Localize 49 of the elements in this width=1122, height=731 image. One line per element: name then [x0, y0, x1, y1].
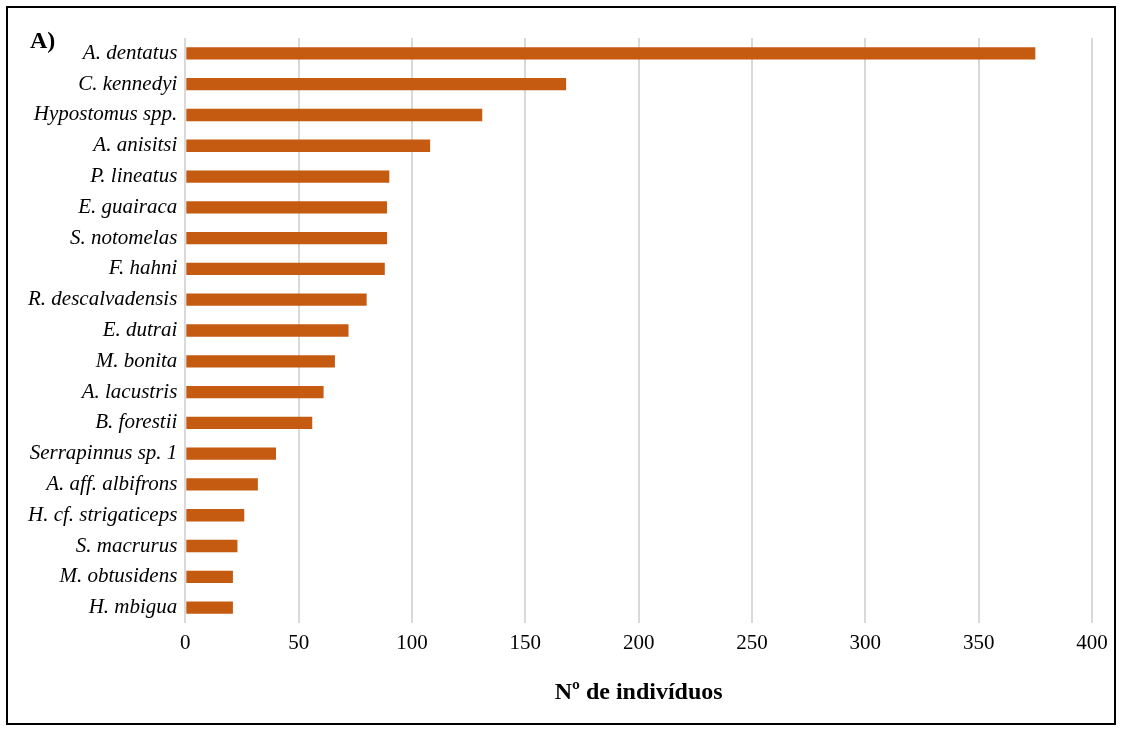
- y-tick-label: F. hahni: [107, 255, 178, 280]
- x-tick-label: 150: [509, 630, 542, 655]
- y-tick-label: H. mbigua: [87, 594, 178, 619]
- bar: [186, 478, 258, 491]
- y-tick-label: P. lineatus: [89, 163, 178, 188]
- bar: [186, 47, 1036, 60]
- bar: [186, 170, 390, 183]
- x-tick-label: 100: [396, 630, 428, 655]
- bar: [186, 201, 388, 214]
- y-tick-label: A. lacustris: [79, 378, 178, 403]
- y-tick-label: M. obtusidens: [58, 563, 178, 588]
- y-tick-label: E. dutrai: [101, 317, 178, 342]
- x-tick-label: 0: [180, 630, 191, 655]
- x-axis-title: Nº de indivíduos: [554, 677, 723, 704]
- bar: [186, 416, 313, 430]
- x-tick-label: 400: [1076, 630, 1108, 655]
- x-tick-label: 50: [288, 630, 310, 655]
- bar: [186, 324, 349, 337]
- bar: [186, 570, 233, 583]
- x-tick-label: 300: [849, 630, 882, 655]
- bar: [186, 539, 238, 553]
- y-tick-label: C. kennedyi: [78, 70, 178, 95]
- y-tick-label: S. macrurus: [75, 532, 178, 557]
- chart-title: A): [30, 27, 56, 54]
- bar: [186, 601, 233, 614]
- y-tick-label: A. dentatus: [80, 39, 178, 64]
- bar: [186, 108, 483, 122]
- y-tick-label: H. cf. strigaticeps: [26, 501, 178, 526]
- y-tick-label: A. anisitsi: [91, 132, 178, 157]
- bar: [186, 355, 335, 368]
- y-tick-label: E. guairaca: [77, 193, 178, 218]
- bar: [186, 509, 245, 522]
- y-tick-label: A. aff. albifrons: [44, 470, 178, 495]
- x-tick-label: 350: [962, 630, 995, 655]
- y-tick-label: Hypostomus spp.: [32, 101, 178, 126]
- y-tick-label: R. descalvadensis: [27, 286, 178, 311]
- y-tick-label: Serrapinnus sp. 1: [29, 440, 178, 465]
- y-tick-label: S. notomelas: [69, 224, 178, 249]
- x-tick-label: 200: [622, 630, 655, 655]
- bar: [186, 447, 276, 460]
- y-tick-label: M. bonita: [94, 347, 178, 372]
- bar: [186, 78, 567, 91]
- bar: [186, 385, 324, 399]
- bar: [186, 139, 431, 152]
- x-tick-label: 250: [736, 630, 768, 655]
- bar: [186, 293, 367, 306]
- bar: [186, 262, 385, 276]
- y-tick-label: B. forestii: [95, 409, 178, 434]
- bar: [186, 231, 388, 245]
